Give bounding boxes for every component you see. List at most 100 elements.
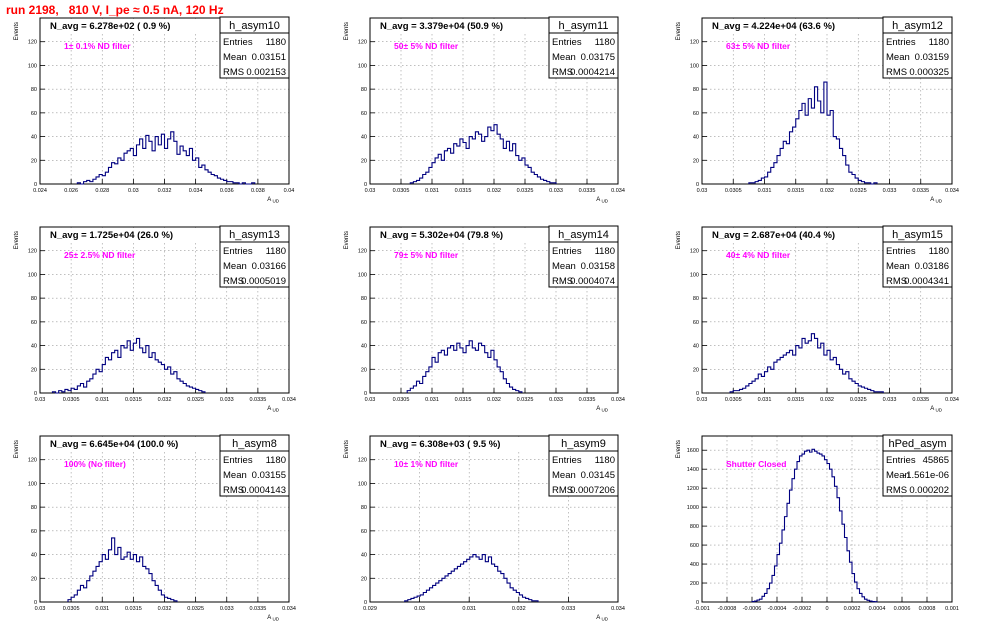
x-tick-label: 0.03 bbox=[697, 397, 708, 403]
stats-key: RMS bbox=[552, 67, 573, 78]
histogram-line bbox=[51, 337, 206, 394]
y-tick-label: 100 bbox=[28, 272, 37, 278]
stats-value: 0.03186 bbox=[915, 261, 949, 272]
navg-label: N_avg = 6.645e+04 (100.0 %) bbox=[50, 439, 178, 450]
y-axis-title: Events bbox=[344, 440, 350, 458]
histogram-name: h_asym11 bbox=[559, 20, 609, 32]
y-axis-title: Events bbox=[14, 22, 20, 40]
y-tick-label: 60 bbox=[31, 111, 37, 117]
y-tick-label: 0 bbox=[364, 600, 367, 606]
x-tick-label: 0.0305 bbox=[63, 397, 80, 403]
y-tick-label: 120 bbox=[28, 40, 37, 46]
x-tick-label: 0.031 bbox=[462, 606, 476, 612]
stats-key: Entries bbox=[223, 455, 253, 466]
histogram-line bbox=[404, 554, 539, 602]
stats-value: 0.000325 bbox=[909, 67, 949, 78]
stats-value: 0.03145 bbox=[581, 470, 615, 481]
y-tick-label: 60 bbox=[693, 320, 699, 326]
stats-key: RMS bbox=[886, 276, 907, 287]
x-tick-label: 0.031 bbox=[758, 397, 772, 403]
histogram-name: h_asym13 bbox=[229, 229, 280, 241]
navg-bg bbox=[44, 437, 200, 450]
x-tick-label: -0.001 bbox=[694, 606, 710, 612]
histogram-name: h_asym10 bbox=[229, 20, 280, 32]
filter-label: 40± 4% ND filter bbox=[726, 250, 791, 260]
x-tick-label: 0.0305 bbox=[63, 606, 80, 612]
histogram-name: h_asym8 bbox=[232, 438, 277, 450]
y-tick-label: 120 bbox=[690, 40, 699, 46]
y-tick-label: 800 bbox=[690, 524, 699, 530]
y-tick-label: 100 bbox=[28, 63, 37, 69]
x-tick-label: 0.03 bbox=[35, 606, 46, 612]
y-tick-label: 80 bbox=[361, 296, 367, 302]
y-tick-label: 0 bbox=[34, 391, 37, 397]
stats-value: 0.0004143 bbox=[241, 485, 286, 496]
y-tick-label: 120 bbox=[358, 249, 367, 255]
x-tick-label: 0.034 bbox=[611, 188, 625, 194]
y-tick-label: 20 bbox=[361, 158, 367, 164]
stats-box bbox=[548, 32, 619, 79]
x-tick-label: 0.031 bbox=[425, 188, 439, 194]
y-tick-label: 20 bbox=[693, 158, 699, 164]
x-axis-title-main: A bbox=[596, 197, 600, 203]
stats-key: RMS bbox=[886, 67, 907, 78]
x-tick-label: 0.026 bbox=[64, 188, 78, 194]
x-tick-label: 0.03 bbox=[414, 606, 425, 612]
histogram-line bbox=[76, 131, 256, 185]
stats-key: Mean bbox=[223, 470, 247, 481]
navg-label: N_avg = 5.302e+04 (79.8 %) bbox=[380, 230, 503, 241]
x-tick-label: 0.0305 bbox=[393, 397, 410, 403]
x-tick-label: 0.034 bbox=[282, 397, 296, 403]
stats-value: 1180 bbox=[595, 246, 615, 257]
stats-value: 1180 bbox=[266, 37, 286, 48]
stats-key: Mean bbox=[886, 470, 910, 481]
y-tick-label: 100 bbox=[358, 272, 367, 278]
histogram-pad-h_asym8: 0.03 0.0305 0.031 0.0315 0.032 0.0325 0.033 0.0… bbox=[14, 434, 296, 622]
y-tick-label: 120 bbox=[358, 458, 367, 464]
stats-value: 0.0007206 bbox=[570, 485, 615, 496]
x-tick-label: 0.0305 bbox=[393, 188, 410, 194]
stats-key: Entries bbox=[552, 37, 582, 48]
y-tick-label: 40 bbox=[693, 135, 699, 141]
filter-label: 79± 5% ND filter bbox=[394, 250, 459, 260]
x-tick-label: 0.0335 bbox=[912, 397, 929, 403]
stats-key: Mean bbox=[886, 52, 910, 63]
x-tick-label: 0.0325 bbox=[517, 188, 534, 194]
navg-label: N_avg = 2.687e+04 (40.4 %) bbox=[712, 230, 835, 241]
stats-value: 1180 bbox=[266, 455, 286, 466]
stats-key: RMS bbox=[223, 276, 244, 287]
filter-label: 63± 5% ND filter bbox=[726, 41, 791, 51]
histogram-pad-h_asym11: 0.03 0.0305 0.031 0.0315 0.032 0.0325 0.033 0.0… bbox=[344, 16, 625, 204]
stats-box bbox=[548, 241, 619, 288]
stats-value: 0.002153 bbox=[246, 67, 286, 78]
x-tick-label: 0.031 bbox=[425, 397, 439, 403]
x-tick-label: 0.0325 bbox=[850, 188, 867, 194]
y-tick-label: 100 bbox=[690, 272, 699, 278]
x-axis-title-sub: UD bbox=[600, 408, 609, 413]
x-axis-title: A UD bbox=[596, 197, 609, 204]
x-tick-label: 0.0008 bbox=[919, 606, 936, 612]
y-tick-label: 80 bbox=[361, 87, 367, 93]
x-tick-label: 0.0315 bbox=[455, 188, 472, 194]
y-tick-label: 120 bbox=[28, 458, 37, 464]
y-tick-label: 80 bbox=[361, 505, 367, 511]
histogram-name: h_asym15 bbox=[892, 229, 943, 241]
stats-value: 0.03159 bbox=[915, 52, 949, 63]
x-tick-label: 0.0315 bbox=[125, 606, 142, 612]
stats-key: Entries bbox=[223, 246, 253, 257]
histogram-pad-h_asym10: 0.024 0.026 0.028 0.03 0.032 0.034 0.036 0.038 0… bbox=[14, 16, 294, 204]
filter-label: 25± 2.5% ND filter bbox=[64, 250, 136, 260]
stats-key: RMS bbox=[552, 485, 573, 496]
x-tick-label: 0.032 bbox=[487, 397, 501, 403]
x-tick-label: 0.0335 bbox=[249, 397, 266, 403]
x-tick-label: 0.0335 bbox=[912, 188, 929, 194]
x-tick-label: 0.0335 bbox=[579, 188, 596, 194]
stats-value: 0.0005019 bbox=[241, 276, 286, 287]
stats-value: 45865 bbox=[923, 455, 949, 466]
x-tick-label: 0.033 bbox=[883, 397, 897, 403]
stats-key: Mean bbox=[223, 261, 247, 272]
x-tick-label: 0.0325 bbox=[187, 606, 204, 612]
navg-bg bbox=[706, 228, 862, 241]
stats-box bbox=[219, 241, 290, 288]
y-tick-label: 20 bbox=[693, 367, 699, 373]
